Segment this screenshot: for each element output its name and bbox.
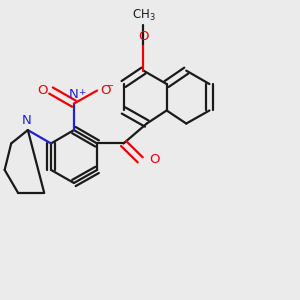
Text: O: O: [38, 84, 48, 97]
Text: CH$_3$: CH$_3$: [132, 8, 155, 23]
Text: N: N: [22, 113, 31, 127]
Text: +: +: [78, 88, 85, 97]
Text: O: O: [149, 153, 160, 166]
Text: N: N: [69, 88, 79, 101]
Text: −: −: [106, 81, 114, 91]
Text: O: O: [138, 30, 149, 43]
Text: O: O: [100, 84, 111, 97]
